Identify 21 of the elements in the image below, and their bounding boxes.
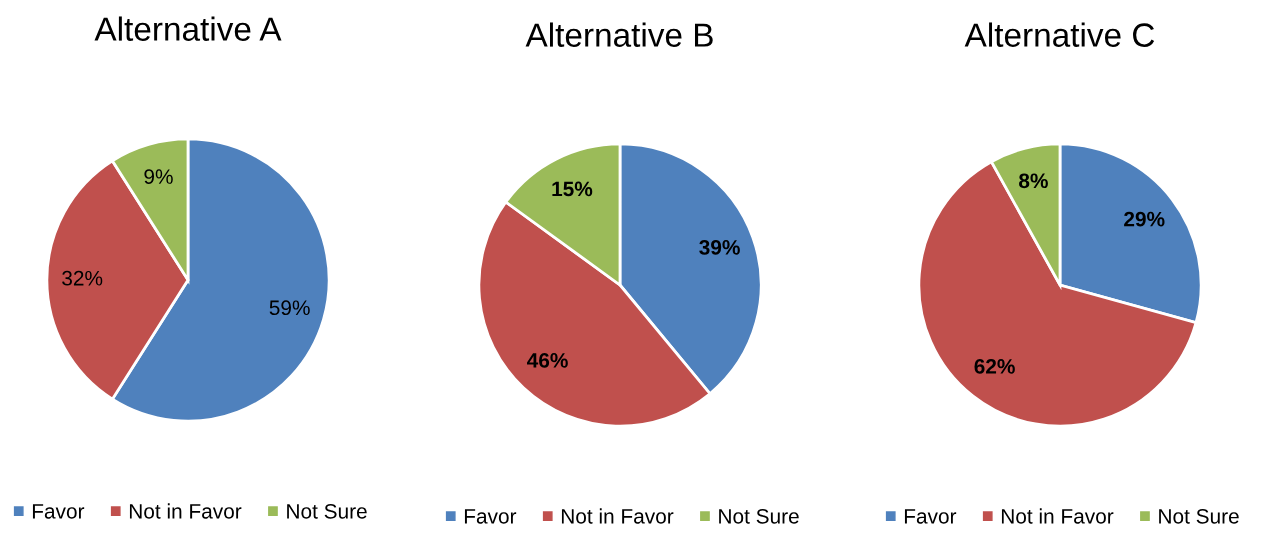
- chart-title: Alternative C: [964, 22, 1155, 47]
- data-label: 15%: [552, 181, 593, 197]
- data-label: 46%: [527, 352, 568, 368]
- data-label: 29%: [1124, 211, 1165, 227]
- data-label: 59%: [269, 300, 310, 316]
- legend-label: Not in Favor: [1001, 508, 1114, 524]
- data-label: 9%: [144, 169, 173, 184]
- legend-label: Not in Favor: [129, 503, 242, 519]
- chart-title: Alternative A: [94, 16, 282, 41]
- data-label: 62%: [974, 359, 1015, 374]
- legend-label: Not Sure: [287, 503, 367, 519]
- legend-label: Favor: [904, 509, 957, 524]
- legend-label: Not Sure: [1159, 508, 1239, 524]
- data-label: 32%: [62, 270, 103, 286]
- chart-title: Alternative B: [525, 22, 713, 47]
- data-label: 39%: [699, 239, 740, 255]
- legend-label: Favor: [464, 509, 517, 524]
- legend-label: Not in Favor: [561, 508, 674, 524]
- legend-label: Not Sure: [719, 508, 799, 524]
- data-label: 8%: [1019, 173, 1048, 189]
- legend-label: Favor: [32, 504, 85, 519]
